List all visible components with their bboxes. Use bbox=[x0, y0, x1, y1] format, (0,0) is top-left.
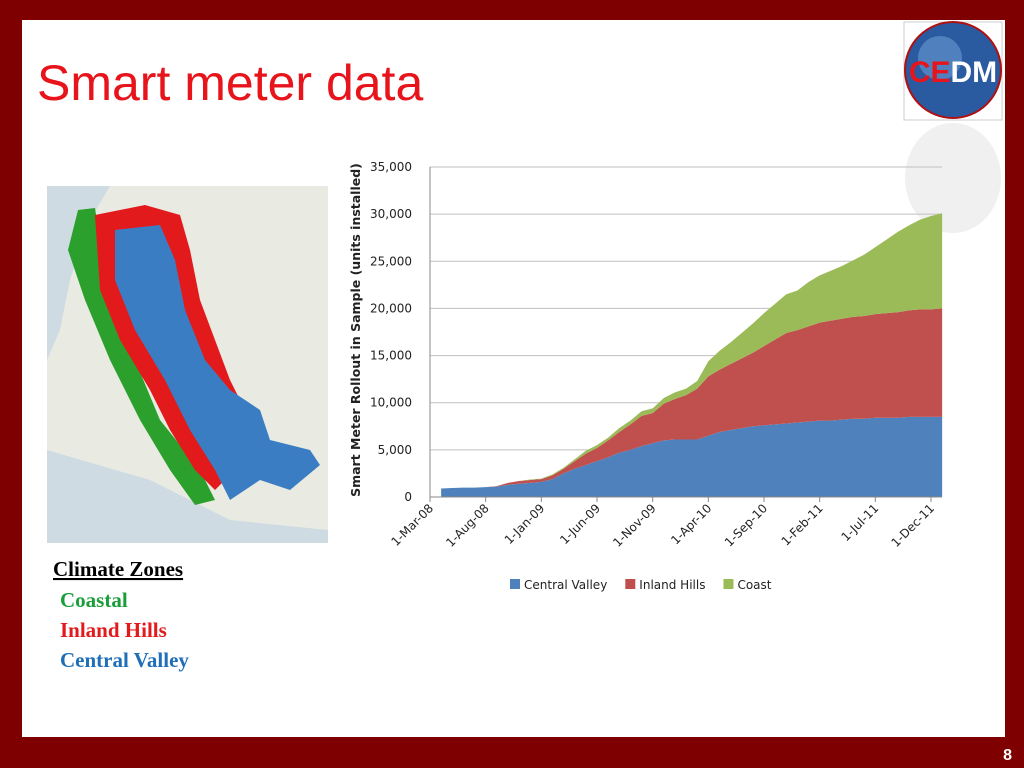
legend-label: Inland Hills bbox=[639, 578, 705, 592]
y-tick-label: 20,000 bbox=[370, 301, 412, 315]
slide-title: Smart meter data bbox=[37, 55, 423, 111]
legend-swatch bbox=[723, 579, 734, 589]
logo-dm: DM bbox=[951, 56, 998, 89]
page-number: 8 bbox=[1003, 747, 1012, 764]
zone-label: Central Valley bbox=[60, 648, 189, 672]
y-tick-label: 15,000 bbox=[370, 349, 412, 363]
map-ocean bbox=[47, 186, 110, 360]
area bbox=[441, 416, 943, 497]
legend-label: Central Valley bbox=[524, 578, 607, 592]
legend-label: Coast bbox=[737, 578, 771, 592]
y-tick-label: 5,000 bbox=[378, 443, 412, 457]
y-tick-label: 25,000 bbox=[370, 254, 412, 268]
map-ocean bbox=[47, 450, 328, 543]
y-tick-label: 30,000 bbox=[370, 207, 412, 221]
legend-swatch bbox=[625, 579, 636, 589]
y-tick-label: 0 bbox=[404, 490, 412, 504]
area bbox=[441, 213, 943, 489]
y-tick-label: 10,000 bbox=[370, 396, 412, 410]
zones-heading: Climate Zones bbox=[53, 557, 183, 581]
logo-text: CEDM bbox=[909, 56, 997, 89]
logo-ce: CE bbox=[909, 56, 951, 89]
zones-list: Coastal Inland Hills Central Valley bbox=[60, 588, 189, 672]
logo-reflection bbox=[905, 123, 1001, 233]
logo-cloud bbox=[918, 36, 962, 80]
legend-swatch bbox=[510, 579, 520, 589]
y-axis-title: Smart Meter Rollout in Sample (units ins… bbox=[348, 163, 363, 497]
zone-label: Inland Hills bbox=[60, 618, 167, 642]
area bbox=[441, 308, 943, 489]
zone-label: Coastal bbox=[60, 588, 128, 612]
map-central bbox=[115, 225, 320, 500]
y-tick-label: 35,000 bbox=[370, 160, 412, 174]
map bbox=[47, 186, 328, 543]
